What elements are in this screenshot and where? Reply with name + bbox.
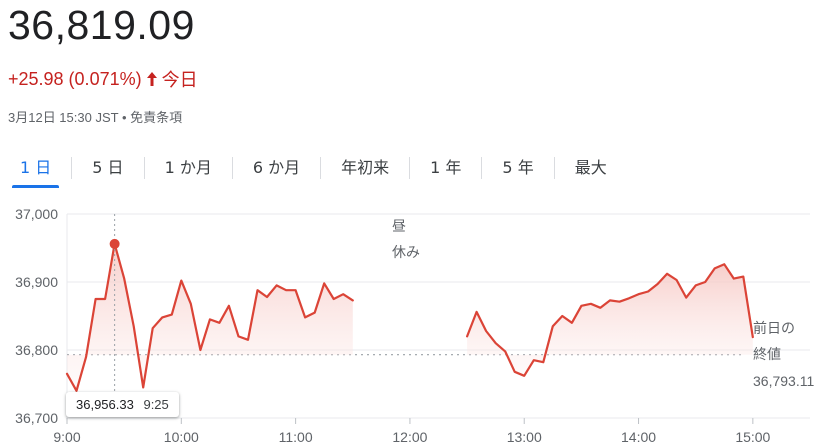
quote-meta: 3月12日 15:30 JST • 免責条項: [8, 107, 182, 126]
y-tick-label: 36,900: [15, 274, 58, 290]
tab-divider: [481, 157, 483, 179]
tab-divider: [143, 157, 145, 179]
tab-divider: [71, 157, 73, 179]
change-period: 今日: [161, 70, 198, 90]
tab-range[interactable]: 5 年: [502, 158, 534, 177]
tab-range[interactable]: 1 日: [0, 153, 71, 188]
range-tabs: 1 日 5 日 1 か月 6 か月 年初来 1 年 5 年 最大: [0, 150, 627, 188]
tab-divider: [553, 157, 555, 179]
x-tick-label: 9:00: [53, 429, 80, 445]
am-series-area: [67, 243, 353, 391]
pm-series-line: [466, 263, 754, 377]
price-chart[interactable]: 36,700 36,800 36,900 37,000 9:00 10:00 11:00 1…: [0, 200, 827, 447]
x-tick-label: 12:00: [392, 429, 427, 445]
tab-range[interactable]: 年初来: [341, 158, 390, 177]
meta-separator: •: [121, 110, 127, 125]
disclaimer-link[interactable]: 免責条項: [130, 110, 183, 125]
x-tick-label: 14:00: [621, 429, 656, 445]
previous-close-label: 終値: [753, 347, 781, 363]
price-change: +25.98 (0.071%) 今日: [8, 66, 198, 92]
arrow-up-icon: [146, 72, 157, 86]
tab-divider: [231, 157, 233, 179]
tab-range[interactable]: 1 か月: [164, 158, 212, 177]
lunch-break-label: 休み: [392, 245, 420, 261]
hover-point[interactable]: [109, 238, 120, 249]
x-tick-label: 15:00: [735, 429, 770, 445]
lunch-break-label: 昼: [392, 219, 406, 235]
tab-range[interactable]: 6 か月: [252, 158, 301, 177]
stock-price: 36,819.09: [8, 2, 195, 48]
y-tick-label: 36,700: [15, 410, 58, 426]
y-tick-label: 37,000: [15, 206, 58, 222]
x-tick-label: 13:00: [507, 429, 542, 445]
tab-range[interactable]: 5 日: [92, 158, 124, 177]
tooltip-value: 36,956.33: [76, 397, 134, 412]
tab-divider: [409, 157, 411, 179]
tab-divider: [320, 157, 322, 179]
y-tick-label: 36,800: [15, 342, 58, 358]
quote-timestamp: 3月12日 15:30 JST: [8, 110, 119, 125]
tab-range[interactable]: 1 年: [430, 158, 462, 177]
tab-range[interactable]: 最大: [574, 158, 607, 177]
tooltip-time: 9:25: [143, 397, 169, 412]
pm-series-area: [467, 264, 753, 376]
y-axis: 36,700 36,800 36,900 37,000: [15, 206, 58, 426]
previous-close-label: 前日の: [753, 320, 795, 337]
previous-close-value: 36,793.11: [753, 373, 814, 389]
chart-tooltip: 36,956.33 9:25: [66, 392, 179, 417]
change-value: +25.98 (0.071%): [8, 68, 142, 89]
x-tick-label: 11:00: [279, 429, 313, 445]
x-tick-label: 10:00: [164, 429, 199, 445]
x-axis: 9:00 10:00 11:00 12:00 13:00 14:00 15:00: [53, 418, 771, 445]
chart-series: [65, 242, 754, 392]
